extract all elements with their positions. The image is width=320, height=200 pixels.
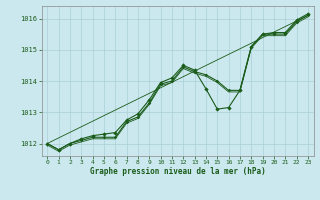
X-axis label: Graphe pression niveau de la mer (hPa): Graphe pression niveau de la mer (hPa): [90, 167, 266, 176]
